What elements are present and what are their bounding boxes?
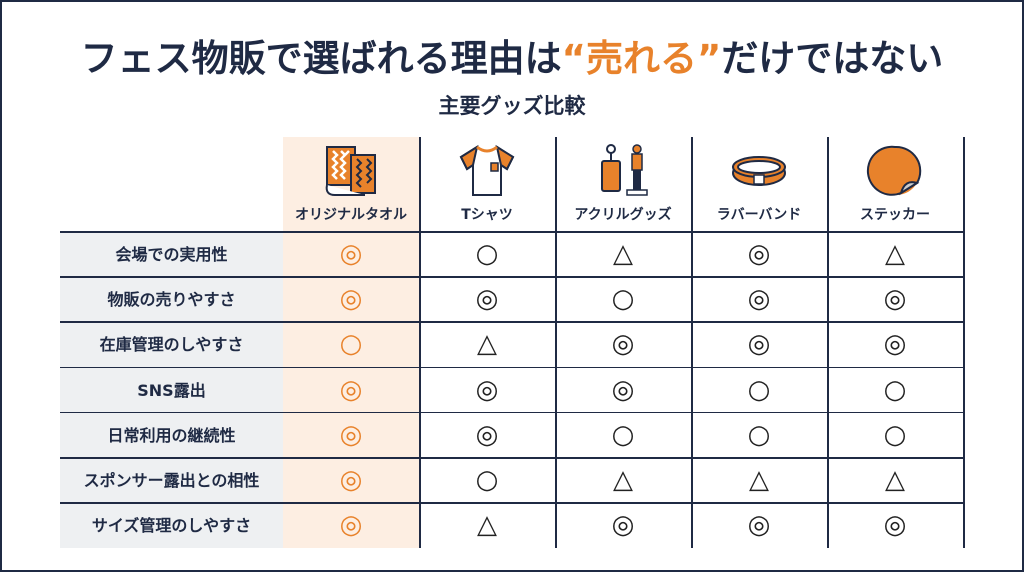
rating-cell: ○ [611, 419, 635, 450]
rating-cell: ◎ [475, 284, 499, 315]
rating-cell: ○ [475, 465, 499, 495]
column-divider [827, 137, 829, 548]
rating-cell: ◎ [883, 510, 907, 541]
row-label: 会場での実用性 [115, 245, 228, 264]
rating-cell: △ [613, 465, 633, 495]
column-label: オリジナルタオル [295, 207, 407, 223]
rating-cell: ◎ [611, 510, 635, 541]
row-label: 物販の売りやすさ [107, 290, 236, 310]
column-header: ステッカー [827, 137, 963, 232]
rating-cell: ◎ [611, 374, 635, 405]
row-divider [60, 231, 963, 233]
page-title: フェス物販で選ばれる理由は“売れる”だけではない [0, 28, 1024, 82]
row-label: 日常利用の継続性 [107, 425, 236, 445]
rating-cell: △ [749, 465, 769, 495]
rating-cell: ◎ [339, 239, 363, 269]
rating-cell: ◎ [339, 510, 363, 541]
rating-cell: ◎ [747, 239, 771, 269]
rating-cell: ◎ [747, 510, 771, 541]
row-label: サイズ管理のしやすさ [91, 516, 252, 536]
rating-cell: △ [885, 239, 905, 269]
column-label: ステッカー [860, 207, 930, 223]
rating-cell: ○ [747, 374, 771, 405]
rating-cell: ◎ [339, 374, 363, 405]
rating-cell: ○ [339, 329, 363, 360]
row-divider [60, 502, 963, 504]
rating-cell: △ [477, 510, 497, 541]
title-text: フェス物販で選ばれる理由は [80, 37, 562, 80]
column-header: アクリルグッズ [555, 137, 691, 232]
rating-cell: ◎ [475, 374, 499, 405]
column-label: アクリルグッズ [574, 207, 672, 223]
rating-cell: ○ [611, 284, 635, 315]
column-header: Tシャツ [419, 137, 555, 232]
row-label: SNS露出 [137, 380, 206, 400]
rating-cell: ◎ [883, 284, 907, 315]
column-label: Tシャツ [461, 207, 513, 223]
column-divider [555, 137, 557, 548]
title-highlight: “売れる” [561, 37, 722, 80]
row-label: スポンサー露出との相性 [83, 471, 260, 490]
row-divider [60, 276, 963, 278]
rating-cell: ○ [883, 374, 907, 405]
row-label-background [60, 232, 283, 548]
rating-cell: ◎ [339, 284, 363, 315]
rating-cell: ○ [747, 419, 771, 450]
column-header: ラバーバンド [691, 137, 827, 232]
rating-cell: ◎ [883, 329, 907, 360]
rating-cell: ○ [883, 419, 907, 450]
title-text-end: だけではない [721, 37, 944, 80]
rating-cell: △ [613, 239, 633, 269]
rating-cell: ◎ [475, 419, 499, 450]
row-divider [60, 366, 963, 369]
row-label: 在庫管理のしやすさ [99, 335, 244, 355]
column-header: オリジナルタオル [283, 137, 419, 232]
row-divider [60, 411, 963, 414]
column-divider [419, 137, 421, 548]
rating-cell: △ [885, 465, 905, 495]
row-divider [60, 457, 963, 459]
row-divider [60, 321, 963, 323]
rating-cell: ◎ [339, 419, 363, 450]
rating-cell: ○ [475, 239, 499, 269]
subtitle: 主要グッズ比較 [438, 94, 586, 118]
rating-cell: ◎ [339, 465, 363, 495]
highlighted-column [283, 137, 419, 548]
rating-cell: △ [477, 329, 497, 360]
column-divider [691, 137, 693, 548]
rating-cell: ◎ [747, 329, 771, 360]
column-label: ラバーバンド [716, 207, 802, 223]
rating-cell: ◎ [611, 329, 635, 360]
column-divider [963, 137, 965, 548]
rating-cell: ◎ [747, 284, 771, 315]
